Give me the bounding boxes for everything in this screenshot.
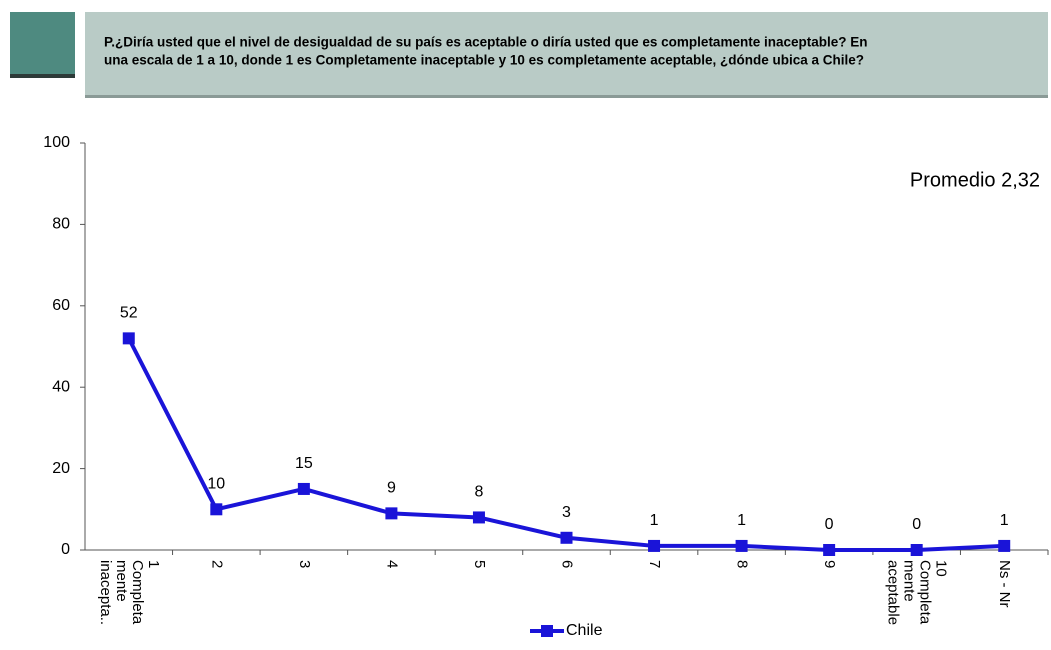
- x-tick-label: 9: [821, 560, 838, 568]
- header-box-shadow: [85, 95, 1048, 98]
- x-tick-label: 7: [646, 560, 663, 568]
- data-label: 9: [387, 480, 396, 497]
- data-label: 1: [650, 512, 659, 529]
- legend-marker: [541, 625, 553, 637]
- point: [648, 539, 661, 552]
- header-box: [85, 12, 1048, 98]
- x-tick-label: 4: [383, 560, 400, 568]
- y-tick-label: 40: [52, 378, 70, 395]
- question-line: P.¿Diría usted que el nivel de desiguald…: [104, 35, 867, 50]
- point: [297, 482, 310, 495]
- point: [823, 544, 836, 556]
- point: [122, 332, 135, 345]
- legend-label: Chile: [566, 622, 603, 639]
- data-label: 0: [912, 516, 921, 533]
- y-tick-label: 0: [61, 541, 70, 558]
- annotation: Promedio 2,32: [910, 169, 1040, 191]
- y-tick-label: 80: [52, 216, 70, 233]
- data-label: 52: [120, 305, 138, 322]
- y-tick-label: 60: [52, 297, 70, 314]
- data-label: 10: [207, 476, 225, 493]
- x-tick-label: 10Completamenteaceptable: [885, 560, 950, 625]
- data-label: 1: [1000, 512, 1009, 529]
- x-tick-label: 2: [208, 560, 225, 568]
- x-tick-label: 5: [471, 560, 488, 568]
- point: [385, 507, 398, 520]
- x-tick-label: 8: [734, 560, 751, 568]
- point: [210, 503, 223, 516]
- point: [472, 511, 485, 524]
- header-square: [10, 12, 75, 78]
- point: [735, 539, 748, 552]
- data-label: 3: [562, 504, 571, 521]
- x-tick-label: 3: [296, 560, 313, 568]
- data-label: 0: [825, 516, 834, 533]
- y-tick-label: 100: [43, 134, 70, 151]
- data-label: 15: [295, 455, 313, 472]
- data-label: 8: [475, 484, 484, 501]
- header-square-shadow: [10, 74, 75, 78]
- x-tick-label: 1Completamenteinacepta..: [97, 560, 162, 625]
- question-line: una escala de 1 a 10, donde 1 es Complet…: [104, 53, 864, 68]
- point: [998, 539, 1011, 552]
- x-tick-label: Ns - Nr: [996, 560, 1013, 608]
- y-tick-label: 20: [52, 460, 70, 477]
- x-tick-label: 6: [559, 560, 576, 568]
- data-label: 1: [737, 512, 746, 529]
- point: [560, 531, 573, 544]
- point: [910, 544, 923, 556]
